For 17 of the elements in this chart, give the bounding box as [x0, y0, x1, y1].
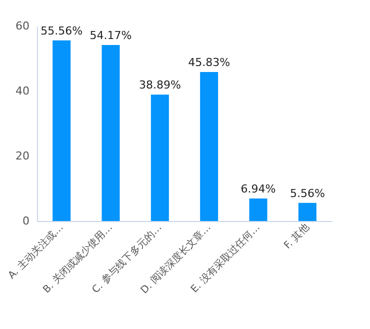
x-tick-label: F. 其他 — [282, 221, 312, 252]
bar — [102, 44, 120, 221]
bar — [52, 40, 71, 221]
bar — [298, 202, 316, 221]
y-tick-label: 20 — [16, 150, 30, 162]
data-label: 55.56% — [40, 24, 83, 38]
data-label: 38.89% — [138, 78, 181, 92]
y-tick-label: 60 — [16, 20, 30, 32]
data-label: 5.56% — [290, 186, 325, 200]
data-label: 45.83% — [188, 56, 230, 70]
bar — [200, 72, 218, 221]
data-label: 6.94% — [240, 182, 276, 196]
data-label: 54.17% — [90, 28, 132, 42]
y-tick-label: 40 — [16, 84, 30, 98]
y-tick-label: 0 — [22, 214, 30, 228]
bar — [150, 94, 169, 221]
bar — [249, 198, 268, 221]
